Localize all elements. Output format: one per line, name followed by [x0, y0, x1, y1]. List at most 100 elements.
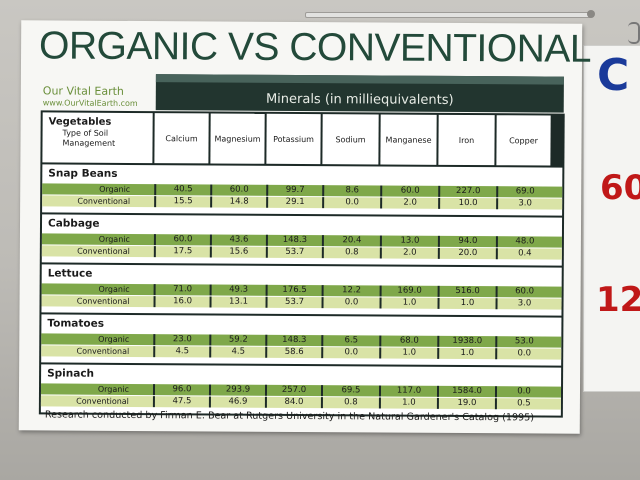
mineral-value-cell: 1.0 — [379, 297, 438, 309]
mineral-value-cell: 1.0 — [379, 347, 438, 359]
mineral-value-cell: 0.8 — [320, 397, 379, 409]
column-header: Calcium — [154, 113, 209, 164]
mineral-header: Minerals (in milliequivalents) — [155, 74, 564, 113]
mineral-value-cell: 53.7 — [265, 296, 322, 309]
mineral-value-cell: 53.0 — [495, 336, 552, 348]
vegetables-heading: Vegetables — [48, 116, 112, 128]
minerals-table: Vegetables Type of Soil Management Calci… — [38, 110, 565, 418]
side-sign-number-top: 60 — [600, 168, 640, 208]
mineral-value-cell: 0.0 — [494, 386, 552, 398]
mineral-value-cell: 14.8 — [210, 196, 267, 208]
mineral-value-cell: 69.0 — [496, 186, 553, 198]
display-rail — [305, 10, 595, 18]
mineral-value-cell: 60.0 — [380, 185, 439, 197]
vegetable-name: Spinach — [47, 367, 95, 380]
mineral-value-cell: 117.0 — [378, 385, 438, 397]
mineral-value-cell: 0.5 — [494, 398, 551, 410]
wall-hook — [628, 22, 640, 44]
mineral-value-cell: 96.0 — [152, 384, 210, 396]
organic-label: Organic — [98, 234, 130, 244]
conventional-label: Conventional — [76, 396, 129, 406]
mineral-value-cell: 17.5 — [153, 246, 210, 258]
mineral-value-cell: 16.0 — [153, 296, 210, 308]
mineral-value-cell: 20.4 — [321, 235, 380, 247]
vegetables-header-cell: Vegetables Type of Soil Management — [42, 112, 153, 164]
poster: ORGANIC VS CONVENTIONAL Our Vital Earth … — [18, 20, 591, 434]
mineral-value-cell: 8.6 — [322, 185, 381, 197]
mineral-value-cell: 15.5 — [154, 196, 211, 208]
mineral-value-cell: 0.4 — [495, 248, 552, 260]
conventional-label: Conventional — [76, 296, 130, 306]
organic-label: Organic — [97, 384, 130, 394]
brand-name: Our Vital Earth — [42, 84, 124, 98]
mineral-value-cell: 60.0 — [153, 234, 210, 246]
side-sign-background — [583, 45, 640, 392]
vegetable-name: Lettuce — [47, 267, 93, 280]
mineral-value-cell: 12.2 — [321, 285, 380, 297]
mineral-value-cell: 1584.0 — [436, 385, 496, 398]
mineral-value-cell: 516.0 — [437, 285, 496, 298]
mineral-value-cell: 60.0 — [210, 184, 267, 196]
conventional-label: Conventional — [77, 196, 131, 206]
mineral-value-cell: 59.2 — [209, 334, 266, 346]
mineral-value-cell: 1.0 — [437, 297, 496, 310]
rail-end-cap — [587, 10, 595, 18]
mineral-value-cell: 48.0 — [495, 236, 552, 248]
mineral-value-cell: 15.6 — [209, 246, 266, 258]
mineral-value-cell: 1.0 — [437, 347, 496, 360]
brand-url: www.OurVitalEarth.com — [42, 98, 138, 109]
vegetable-block: Lettuce Organic 71.0 49.3 176.5 12.2 169.0 516.… — [41, 264, 562, 316]
mineral-value-cell: 23.0 — [153, 334, 210, 346]
research-footer: Research conducted by Firman E. Bear at … — [44, 409, 535, 424]
mineral-value-cell: 29.1 — [266, 196, 323, 209]
mineral-value-cell: 227.0 — [438, 185, 497, 198]
mineral-value-cell: 4.5 — [153, 346, 210, 358]
vegetable-block: Snap Beans Organic 40.5 60.0 99.7 8.6 60.0 227.… — [42, 164, 563, 216]
mineral-value-cell: 148.3 — [265, 334, 322, 347]
mineral-value-cell: 94.0 — [437, 235, 496, 248]
mineral-value-cell: 19.0 — [436, 397, 495, 410]
vegetable-name: Cabbage — [47, 217, 100, 230]
conventional-row: Conventional 4.5 4.5 58.6 0.0 1.0 1.0 0.0 — [41, 345, 562, 360]
column-header: Potassium — [266, 113, 321, 165]
organic-label: Organic — [99, 184, 131, 194]
mineral-value-cell: 0.0 — [495, 348, 552, 360]
conventional-row: Conventional 17.5 15.6 53.7 0.8 2.0 20.0 0.4 — [41, 245, 562, 260]
mineral-value-cell: 46.9 — [208, 396, 265, 408]
column-header: Copper — [496, 115, 551, 166]
mineral-value-cell: 40.5 — [154, 184, 211, 196]
vegetable-name: Tomatoes — [47, 317, 105, 330]
mineral-value-cell: 3.0 — [496, 198, 553, 210]
column-header: Magnesium — [210, 113, 265, 164]
mineral-value-cell: 20.0 — [437, 247, 496, 260]
column-header: Iron — [438, 114, 495, 166]
side-sign-number-bottom: 12 — [596, 280, 640, 320]
mineral-value-cell: 49.3 — [209, 284, 266, 296]
vegetable-name: Snap Beans — [48, 167, 118, 180]
mineral-value-cell: 13.0 — [379, 235, 438, 247]
mineral-value-cell: 176.5 — [265, 284, 322, 297]
mineral-value-cell: 68.0 — [379, 335, 438, 347]
mineral-value-cell: 10.0 — [438, 197, 497, 210]
soil-heading: Type of Soil Management — [62, 128, 116, 148]
vegetable-block: Tomatoes Organic 23.0 59.2 148.3 6.5 68.0 1938.… — [41, 314, 562, 366]
mineral-value-cell: 148.3 — [265, 234, 322, 247]
organic-label: Organic — [98, 334, 130, 344]
mineral-value-cell: 2.0 — [379, 247, 438, 259]
mineral-value-cell: 84.0 — [264, 396, 321, 409]
mineral-value-cell: 169.0 — [379, 285, 438, 297]
column-header: Manganese — [380, 114, 437, 165]
mineral-value-cell: 0.0 — [321, 347, 380, 359]
mineral-value-cell: 71.0 — [153, 284, 210, 296]
mineral-value-cell: 6.5 — [321, 335, 380, 347]
vegetable-block: Spinach Organic 96.0 293.9 257.0 69.5 117.0 158… — [40, 364, 562, 416]
conventional-label: Conventional — [76, 346, 130, 356]
mineral-value-cell: 43.6 — [209, 234, 266, 246]
mineral-value-cell: 1.0 — [378, 397, 437, 409]
mineral-value-cell: 4.5 — [209, 346, 266, 358]
mineral-value-cell: 60.0 — [495, 286, 552, 298]
mineral-value-cell: 0.0 — [321, 297, 380, 309]
mineral-value-cell: 47.5 — [152, 396, 209, 408]
mineral-value-cell: 2.0 — [380, 197, 439, 209]
mineral-value-cell: 69.5 — [320, 385, 380, 397]
